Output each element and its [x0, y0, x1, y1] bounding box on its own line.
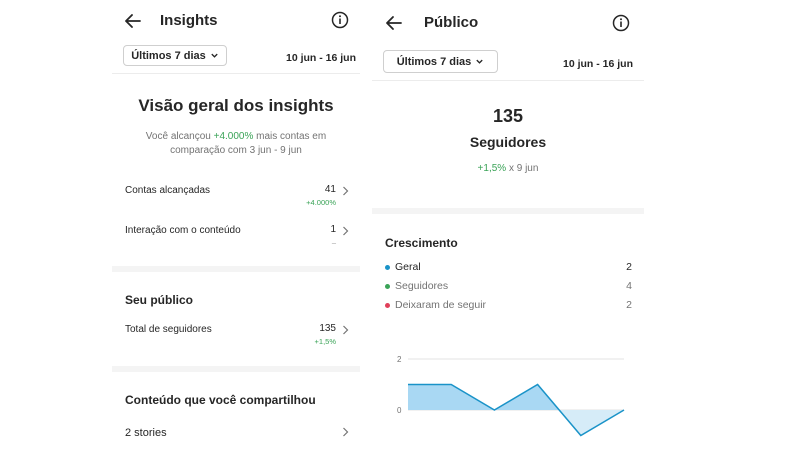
followers-label: Seguidores	[469, 134, 547, 150]
followers-change-value: +1,5%	[477, 163, 507, 174]
chevron-right-icon	[343, 325, 349, 335]
date-range-dropdown[interactable]: Últimos 7 dias	[123, 45, 227, 66]
back-arrow-icon[interactable]	[123, 11, 143, 31]
legend-dot	[385, 284, 390, 289]
audience-header: Público	[372, 0, 644, 44]
legend-label: Seguidores	[395, 280, 449, 292]
insights-header: Insights	[112, 0, 360, 44]
overview-desc-suffix: mais contas em comparação com 3 jun - 9 …	[170, 131, 327, 156]
series-line	[408, 383, 625, 437]
metric-label: Contas alcançadas	[125, 185, 211, 196]
legend-value: 2	[626, 299, 632, 311]
legend-item-overall: Geral 2	[385, 260, 632, 276]
chevron-right-icon	[343, 186, 349, 196]
date-range-text: 10 jun - 16 jun	[563, 58, 634, 70]
overview-description: Você alcançou +4.000% mais contas em com…	[132, 130, 340, 158]
legend-dot	[385, 303, 390, 308]
followers-total-row[interactable]: Total de seguidores 135 +1,5%	[112, 320, 360, 350]
metric-change: +4.000%	[306, 198, 336, 207]
date-range-text: 10 jun - 16 jun	[286, 52, 357, 64]
growth-chart: 20	[397, 355, 625, 437]
overview-desc-highlight: +4.000%	[213, 131, 254, 142]
insights-panel: Insights Últimos 7 dias 10 jun - 16 jun …	[112, 0, 360, 450]
followers-change-suffix: x 9 jun	[506, 163, 539, 174]
legend-item-followers: Seguidores 4	[385, 279, 632, 295]
overview-desc-prefix: Você alcançou	[145, 131, 214, 142]
chevron-down-icon	[211, 53, 218, 58]
section-divider	[112, 266, 360, 272]
metric-value: 41	[324, 184, 336, 195]
area-fill-positive	[408, 384, 624, 410]
shared-content-section-title: Conteúdo que você compartilhou	[125, 393, 316, 407]
metric-change: –	[331, 238, 336, 247]
legend-label: Deixaram de seguir	[395, 299, 487, 311]
metric-value: 1	[330, 224, 336, 235]
followers-count: 135	[492, 106, 524, 126]
metric-row-accounts-reached[interactable]: Contas alcançadas 41 +4.000%	[112, 181, 360, 211]
back-arrow-icon[interactable]	[384, 13, 404, 33]
followers-total-label: Total de seguidores	[125, 324, 212, 335]
followers-change: +1,5% x 9 jun	[372, 163, 644, 174]
date-range-dropdown-label: Últimos 7 dias	[131, 49, 206, 62]
info-icon[interactable]	[612, 14, 630, 32]
chevron-right-icon	[343, 226, 349, 236]
metric-label: Interação com o conteúdo	[125, 225, 241, 236]
y-tick-label: 0	[397, 406, 402, 415]
followers-total-value: 135	[319, 323, 336, 334]
growth-section-title: Crescimento	[385, 236, 458, 250]
date-range-dropdown-label: Últimos 7 dias	[396, 55, 472, 68]
page-title: Insights	[160, 12, 218, 29]
section-divider	[372, 208, 644, 214]
date-range-dropdown[interactable]: Últimos 7 dias	[383, 50, 498, 73]
chevron-right-icon	[343, 427, 349, 437]
legend-value: 4	[626, 280, 632, 292]
audience-section-title: Seu público	[125, 293, 194, 307]
info-icon[interactable]	[331, 11, 349, 29]
legend-dot	[385, 265, 390, 270]
stories-count: 2 stories	[125, 427, 167, 439]
area-fill-negative	[408, 410, 624, 436]
legend-value: 2	[626, 261, 632, 273]
metric-row-content-interactions[interactable]: Interação com o conteúdo 1 –	[112, 221, 360, 251]
audience-panel: Público Últimos 7 dias 10 jun - 16 jun 1…	[372, 0, 644, 450]
stories-row[interactable]: 2 stories	[112, 424, 360, 448]
divider	[112, 73, 360, 74]
followers-total-change: +1,5%	[314, 337, 336, 346]
y-tick-label: 2	[397, 355, 402, 364]
legend-label: Geral	[395, 261, 421, 273]
page-title: Público	[424, 14, 479, 31]
chevron-down-icon	[476, 59, 483, 64]
section-divider	[112, 366, 360, 372]
legend-item-unfollowed: Deixaram de seguir 2	[385, 298, 632, 314]
divider	[372, 80, 644, 81]
overview-title: Visão geral dos insights	[138, 96, 334, 115]
